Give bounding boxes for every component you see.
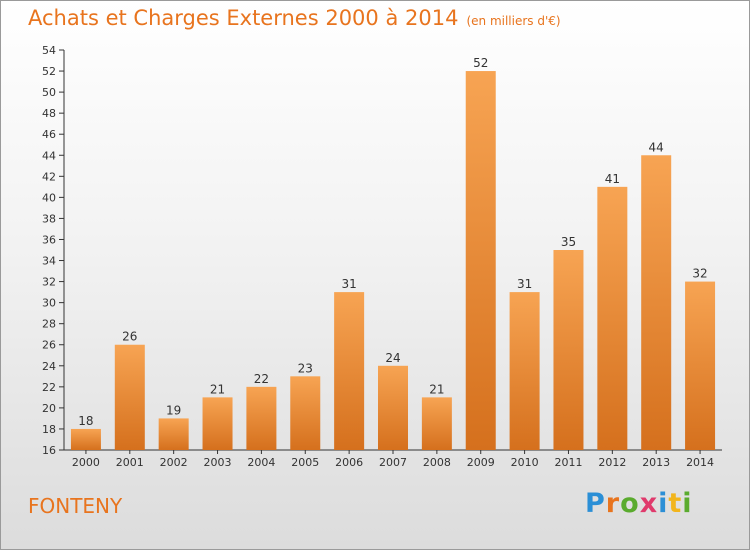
logo-letter: r xyxy=(605,488,621,519)
bar xyxy=(553,250,584,450)
data-label: 19 xyxy=(166,403,181,417)
bars xyxy=(70,71,716,450)
x-tick-label: 2001 xyxy=(116,456,144,469)
y-tick-label: 16 xyxy=(42,444,56,457)
x-tick-label: 2004 xyxy=(247,456,275,469)
x-tick-label: 2008 xyxy=(423,456,451,469)
y-tick-label: 50 xyxy=(42,86,56,99)
data-label: 22 xyxy=(254,372,269,386)
y-tick-label: 42 xyxy=(42,170,56,183)
y-tick-label: 34 xyxy=(42,255,56,268)
x-tick-label: 2005 xyxy=(291,456,319,469)
x-tick-label: 2011 xyxy=(554,456,582,469)
data-label: 31 xyxy=(517,277,532,291)
bar xyxy=(70,428,101,450)
y-tick-label: 26 xyxy=(42,339,56,352)
y-tick-label: 22 xyxy=(42,381,56,394)
bar xyxy=(290,376,321,450)
logo-letter: i xyxy=(658,488,669,519)
y-tick-label: 36 xyxy=(42,233,56,246)
bar xyxy=(685,281,716,450)
y-tick-label: 30 xyxy=(42,297,56,310)
bar xyxy=(378,365,408,450)
y-tick-label: 20 xyxy=(42,402,56,415)
y-tick-label: 32 xyxy=(42,276,56,289)
chart-title-text: Achats et Charges Externes 2000 à 2014 xyxy=(28,6,459,30)
proxiti-logo: Proxiti xyxy=(585,488,693,519)
x-tick-label: 2002 xyxy=(160,456,188,469)
data-labels: 18 26 19 21 22 23 31 24 21 52 31 35 41 44 32 xyxy=(78,56,707,428)
x-tick-label: 2009 xyxy=(467,456,495,469)
y-tick-label: 24 xyxy=(42,360,56,373)
x-tick-label: 2013 xyxy=(642,456,670,469)
data-label: 21 xyxy=(210,382,225,396)
y-tick-label: 18 xyxy=(42,423,56,436)
data-label: 26 xyxy=(122,330,137,344)
bar xyxy=(641,155,672,450)
x-tick-label: 2012 xyxy=(598,456,626,469)
x-tick-label: 2000 xyxy=(72,456,100,469)
y-tick-label: 44 xyxy=(42,149,56,162)
data-label: 32 xyxy=(692,267,707,281)
place-name: FONTENY xyxy=(28,494,123,518)
logo-letter: P xyxy=(585,488,606,519)
data-label: 31 xyxy=(341,277,356,291)
y-tick-label: 54 xyxy=(42,44,56,57)
data-label: 18 xyxy=(78,414,93,428)
bar xyxy=(202,397,233,450)
bar xyxy=(158,418,189,450)
x-tick-label: 2014 xyxy=(686,456,714,469)
y-tick-label: 48 xyxy=(42,107,56,120)
logo-letter: t xyxy=(668,488,683,519)
bar xyxy=(465,71,496,450)
data-label: 52 xyxy=(473,56,488,70)
bar xyxy=(509,292,540,450)
y-tick-label: 52 xyxy=(42,65,56,78)
y-tick-label: 40 xyxy=(42,191,56,204)
y-tick-label: 38 xyxy=(42,212,56,225)
data-label: 35 xyxy=(561,235,576,249)
bar xyxy=(114,344,145,450)
data-label: 21 xyxy=(429,382,444,396)
data-label: 24 xyxy=(385,351,400,365)
data-label: 44 xyxy=(649,140,664,154)
logo-letter: o xyxy=(620,488,640,519)
logo-letter: i xyxy=(682,488,693,519)
data-label: 41 xyxy=(605,172,620,186)
data-label: 23 xyxy=(298,361,313,375)
y-tick-label: 46 xyxy=(42,128,56,141)
x-tick-label: 2007 xyxy=(379,456,407,469)
x-tick-label: 2010 xyxy=(511,456,539,469)
chart-title: Achats et Charges Externes 2000 à 2014 (e… xyxy=(28,6,561,30)
bar xyxy=(597,186,628,450)
logo-letter: x xyxy=(639,488,659,519)
bar xyxy=(334,292,365,450)
bar xyxy=(246,386,277,450)
x-tick-label: 2006 xyxy=(335,456,363,469)
bar xyxy=(421,397,452,450)
chart-subtitle: (en milliers d'€) xyxy=(466,14,561,28)
x-tick-label: 2003 xyxy=(204,456,232,469)
y-tick-label: 28 xyxy=(42,318,56,331)
